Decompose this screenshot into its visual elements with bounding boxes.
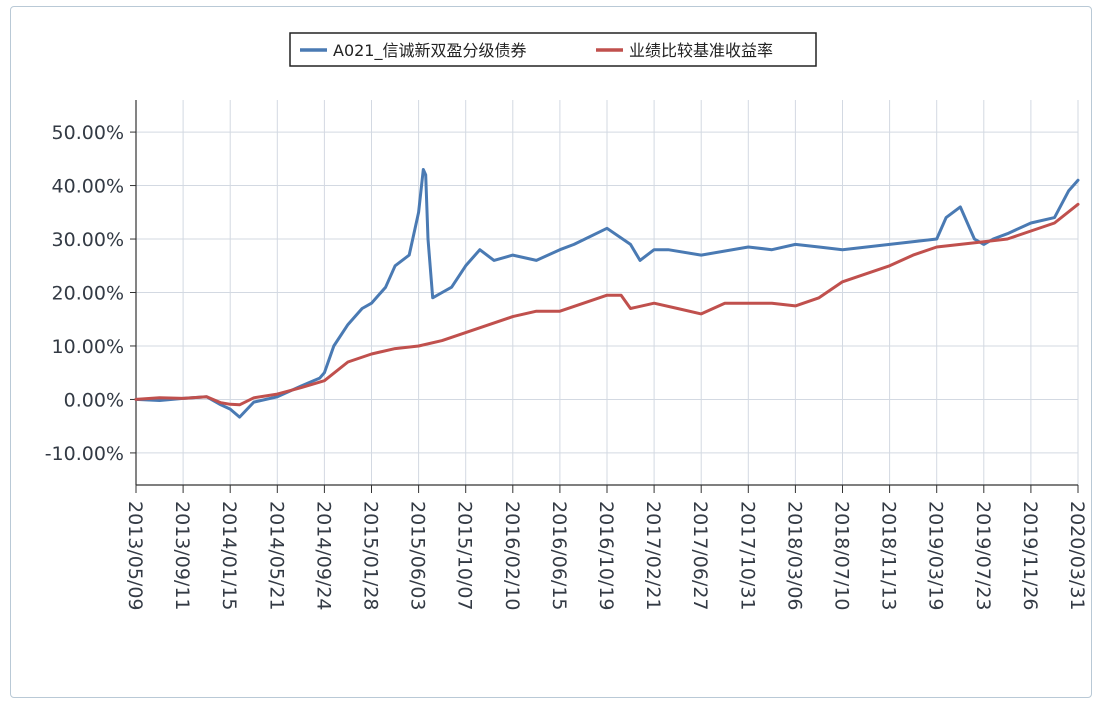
legend-box <box>289 32 817 67</box>
x-tick-label-3: 2014/05/21 <box>265 501 287 611</box>
legend-label-series-2: 业绩比较基准收益率 <box>629 41 773 60</box>
series-lines <box>134 168 1080 419</box>
legend[interactable]: A021_信诚新双盈分级债券 业绩比较基准收益率 <box>289 32 817 67</box>
axes: 2013/05/09 2013/09/11 2014/01/15 2014/05/21… <box>45 100 1088 611</box>
x-tick-label-20: 2020/03/31 <box>1066 501 1088 611</box>
x-tick-label-14: 2018/03/06 <box>783 501 805 611</box>
x-tick-label-17: 2019/03/19 <box>925 501 947 611</box>
series-line-1 <box>134 168 1080 419</box>
y-tick-label-6: -10.00% <box>45 443 124 465</box>
x-tick-label-5: 2015/01/28 <box>360 501 382 611</box>
x-tick-label-8: 2016/02/10 <box>501 501 523 611</box>
x-tick-label-7: 2015/10/07 <box>454 501 476 611</box>
x-tick-label-6: 2015/06/03 <box>407 501 429 611</box>
x-tick-label-10: 2016/10/19 <box>595 501 617 611</box>
series-line-2 <box>134 202 1080 407</box>
y-tick-label-0: 50.00% <box>52 122 124 144</box>
y-tick-label-4: 10.00% <box>52 336 124 358</box>
x-tick-label-15: 2018/07/10 <box>831 501 853 611</box>
y-tick-label-5: 0.00% <box>64 389 124 411</box>
x-tick-label-2: 2014/01/15 <box>218 501 240 611</box>
x-tick-label-4: 2014/09/24 <box>312 501 334 611</box>
chart-frame <box>10 6 1092 698</box>
legend-label-series-1: A021_信诚新双盈分级债券 <box>333 41 527 61</box>
x-tick-label-13: 2017/10/31 <box>736 501 758 611</box>
x-tick-label-9: 2016/06/15 <box>548 501 570 611</box>
y-tick-label-3: 20.00% <box>52 283 124 305</box>
x-tick-label-18: 2019/07/23 <box>972 501 994 611</box>
x-tick-label-1: 2013/09/11 <box>171 501 193 611</box>
x-tick-label-16: 2018/11/13 <box>878 501 900 611</box>
grid <box>135 100 1079 485</box>
x-tick-label-19: 2019/11/26 <box>1019 501 1041 611</box>
y-tick-label-2: 30.00% <box>52 229 124 251</box>
y-tick-label-1: 40.00% <box>52 176 124 198</box>
x-tick-label-0: 2013/05/09 <box>124 501 146 611</box>
x-tick-label-11: 2017/02/21 <box>642 501 664 611</box>
x-tick-label-12: 2017/06/27 <box>689 501 711 611</box>
